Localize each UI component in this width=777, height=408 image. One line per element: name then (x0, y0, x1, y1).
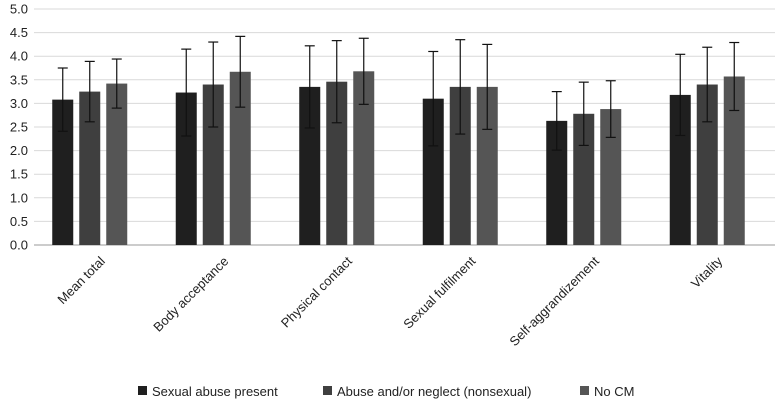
y-tick-label: 0.5 (10, 214, 28, 229)
bar (175, 92, 197, 245)
category-label: Vitality (688, 253, 726, 291)
bar (696, 84, 718, 246)
bar (299, 86, 321, 245)
y-tick-label: 0.0 (10, 238, 28, 253)
legend-label: Abuse and/or neglect (nonsexual) (337, 384, 531, 399)
category-label: Mean total (54, 253, 108, 307)
legend-label: Sexual abuse present (152, 384, 278, 399)
bar (202, 84, 224, 246)
y-tick-label: 2.0 (10, 143, 28, 158)
legend-swatch (580, 386, 589, 395)
bar (79, 91, 101, 245)
y-tick-label: 4.5 (10, 25, 28, 40)
bar (353, 71, 375, 245)
bar (449, 86, 471, 245)
y-tick-label: 4.0 (10, 49, 28, 64)
bar (52, 99, 74, 246)
category-label: Self-aggrandizement (506, 253, 602, 349)
y-tick-label: 2.5 (10, 120, 28, 135)
bar (326, 81, 348, 245)
legend-swatch (323, 386, 332, 395)
bar (422, 98, 444, 246)
bar (229, 71, 251, 245)
category-label: Sexual fulfilment (400, 253, 478, 331)
category-label: Physical contact (278, 253, 355, 330)
bar (669, 94, 691, 246)
bar (723, 76, 745, 245)
y-tick-label: 5.0 (10, 2, 28, 17)
bar (546, 120, 568, 245)
y-tick-label: 3.0 (10, 96, 28, 111)
category-label: Body acceptance (150, 254, 231, 335)
bar (600, 109, 622, 246)
y-tick-label: 3.5 (10, 72, 28, 87)
bar (476, 86, 498, 245)
legend-swatch (138, 386, 147, 395)
legend-label: No CM (594, 384, 634, 399)
bar (106, 83, 128, 246)
y-tick-label: 1.5 (10, 167, 28, 182)
bar (573, 113, 595, 245)
y-tick-label: 1.0 (10, 190, 28, 205)
